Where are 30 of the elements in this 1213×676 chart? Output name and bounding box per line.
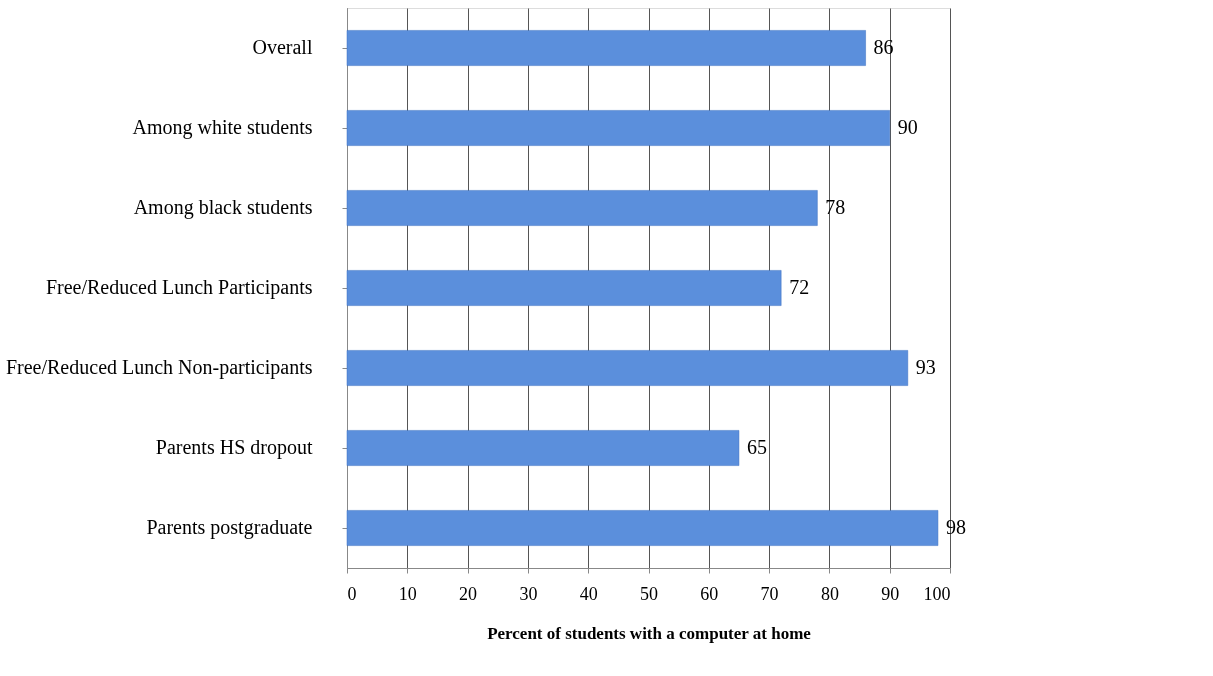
bar — [346, 350, 909, 386]
x-tick-label: 30 — [519, 583, 538, 604]
bar — [346, 30, 866, 66]
x-tick-label: 50 — [640, 583, 658, 604]
x-tick-label: 100 — [923, 583, 951, 604]
y-tick-label: Among white students — [132, 116, 313, 139]
bar — [346, 430, 740, 466]
y-tick-label: Free/Reduced Lunch Non-participants — [5, 356, 313, 379]
data-label: 90 — [897, 116, 918, 138]
x-tick-label: 70 — [760, 583, 779, 604]
data-label: 93 — [915, 356, 936, 378]
y-tick-label: Parents HS dropout — [155, 436, 313, 459]
x-tick-label: 20 — [459, 583, 478, 604]
data-label: 65 — [746, 436, 767, 458]
x-tick-label: 80 — [820, 583, 839, 604]
x-tick-label: 60 — [700, 583, 719, 604]
bar — [346, 510, 939, 546]
x-tick-label: 40 — [579, 583, 598, 604]
bar — [346, 110, 890, 146]
bar — [346, 270, 782, 306]
x-tick-label: 0 — [347, 583, 357, 604]
bar — [346, 190, 818, 226]
data-label: 72 — [789, 276, 810, 298]
y-tick-label: Parents postgraduate — [146, 516, 313, 539]
y-tick-label: Free/Reduced Lunch Participants — [45, 276, 313, 299]
y-tick-label: Among black students — [133, 196, 313, 219]
x-axis-title: Percent of students with a computer at home — [487, 623, 812, 643]
x-tick-label: 10 — [398, 583, 417, 604]
x-tick-label: 90 — [881, 583, 900, 604]
y-tick-label: Overall — [252, 36, 313, 58]
